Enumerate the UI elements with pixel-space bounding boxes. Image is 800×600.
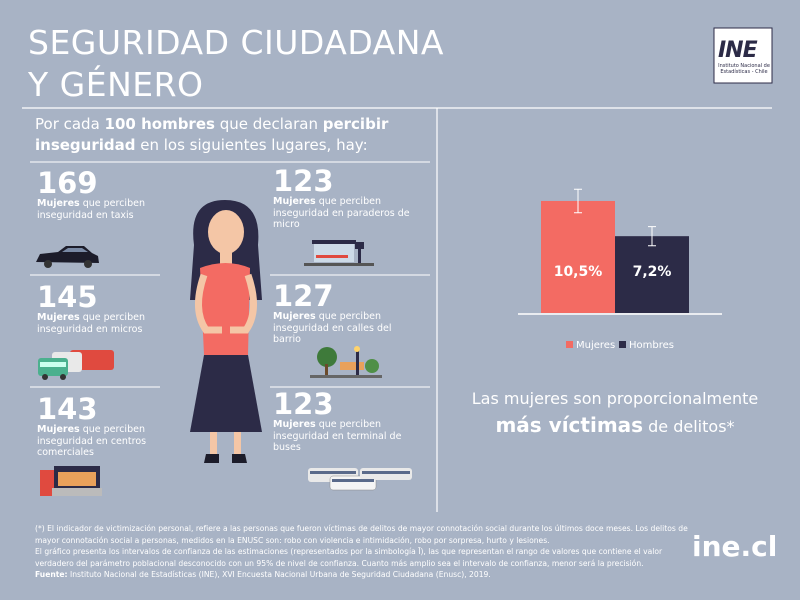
stat-number: 123 bbox=[273, 164, 334, 198]
intro-text: 100 hombres bbox=[104, 115, 215, 133]
stat: 145 Mujeres que perciben inseguridad en m… bbox=[37, 282, 177, 335]
error-bar bbox=[648, 226, 656, 247]
stat-label: Mujeres que perciben inseguridad en micr… bbox=[37, 312, 177, 335]
caption-line: Las mujeres son proporcionalmente bbox=[471, 389, 759, 408]
legend-swatch bbox=[566, 341, 573, 348]
footnote-text: (*) El indicador de victimización person… bbox=[35, 524, 688, 545]
footnote-text: El gráfico presenta los intervalos de co… bbox=[35, 547, 663, 568]
stat-label-bold: Mujeres bbox=[37, 312, 80, 323]
legend-label: Mujeres bbox=[576, 340, 615, 351]
caption-bold: más víctimas bbox=[495, 413, 644, 437]
legend-label: Hombres bbox=[629, 340, 674, 351]
intro-text: Por cada bbox=[35, 115, 105, 133]
park-icon bbox=[310, 346, 382, 378]
stat-label-bold: Mujeres bbox=[37, 424, 80, 435]
intro-text: en los siguientes lugares, hay: bbox=[135, 136, 368, 154]
mall-icon bbox=[40, 466, 102, 496]
stat-label: Mujeres que perciben inseguridad en term… bbox=[273, 419, 413, 454]
stat-label-text: que perciben inseguridad en taxis bbox=[37, 198, 145, 221]
intro-text: que declaran bbox=[214, 115, 323, 133]
intro-text: percibir inseguridad bbox=[35, 115, 389, 154]
source-text: Instituto Nacional de Estadísticas (INE)… bbox=[67, 570, 491, 579]
stat: 123 Mujeres que perciben inseguridad en p… bbox=[273, 166, 413, 231]
bus-icon bbox=[38, 350, 114, 380]
logo-text: Instituto Nacional de Estadísticas - Chi… bbox=[718, 63, 770, 75]
title: SEGURIDAD CIUDADANA Y GÉNERO bbox=[28, 22, 444, 106]
stat: 127 Mujeres que perciben inseguridad en c… bbox=[273, 281, 413, 346]
stat-number: 127 bbox=[273, 279, 334, 313]
stat-number: 143 bbox=[37, 392, 98, 426]
stat: 123 Mujeres que perciben inseguridad en t… bbox=[273, 389, 413, 454]
stat: 169 Mujeres que perciben inseguridad en t… bbox=[37, 168, 177, 221]
stat-label: Mujeres que perciben inseguridad en taxi… bbox=[37, 198, 177, 221]
caption: Las mujeres son proporcionalmente más ví… bbox=[450, 386, 780, 440]
logo-box bbox=[713, 27, 773, 84]
site-logo: ine.cl bbox=[692, 530, 778, 563]
stat-label-text: que perciben inseguridad en centros come… bbox=[37, 424, 147, 458]
terminal-icon bbox=[308, 468, 412, 491]
stat: 143 Mujeres que perciben inseguridad en c… bbox=[37, 394, 177, 459]
bus-stop-icon bbox=[304, 240, 374, 266]
logo-mark: INE bbox=[718, 38, 758, 63]
legend-swatch bbox=[619, 341, 626, 348]
intro: Por cada 100 hombres que declaran percib… bbox=[35, 114, 425, 156]
bar bbox=[615, 236, 689, 313]
stat-label: Mujeres que perciben inseguridad en cent… bbox=[37, 424, 177, 459]
woman-illustration bbox=[190, 200, 262, 463]
value-label: 10,5% bbox=[554, 264, 603, 280]
bar bbox=[541, 200, 615, 313]
source-label: Fuente: bbox=[35, 570, 68, 579]
stat-label-bold: Mujeres bbox=[273, 311, 316, 322]
title-line: Y GÉNERO bbox=[28, 65, 204, 104]
stat-label-bold: Mujeres bbox=[273, 196, 316, 207]
stat-label: Mujeres que perciben inseguridad en para… bbox=[273, 196, 413, 231]
stat-label-bold: Mujeres bbox=[273, 419, 316, 430]
footnote: (*) El indicador de victimización person… bbox=[35, 523, 690, 581]
car-icon bbox=[36, 246, 99, 268]
caption-rest: de delitos* bbox=[643, 417, 735, 436]
stat-label-text: que perciben inseguridad en calles del b… bbox=[273, 311, 392, 345]
stat-label-text: que perciben inseguridad en micros bbox=[37, 312, 145, 335]
stat-label-text: que perciben inseguridad en paraderos de… bbox=[273, 196, 410, 230]
stat-number: 145 bbox=[37, 280, 98, 314]
stat-number: 169 bbox=[37, 166, 98, 200]
stat-label: Mujeres que perciben inseguridad en call… bbox=[273, 311, 413, 346]
error-bar bbox=[574, 188, 582, 214]
value-label: 7,2% bbox=[633, 264, 672, 280]
title-line: SEGURIDAD CIUDADANA bbox=[28, 23, 444, 62]
stat-number: 123 bbox=[273, 387, 334, 421]
stat-label-bold: Mujeres bbox=[37, 198, 80, 209]
stat-label-text: que perciben inseguridad en terminal de … bbox=[273, 419, 402, 453]
